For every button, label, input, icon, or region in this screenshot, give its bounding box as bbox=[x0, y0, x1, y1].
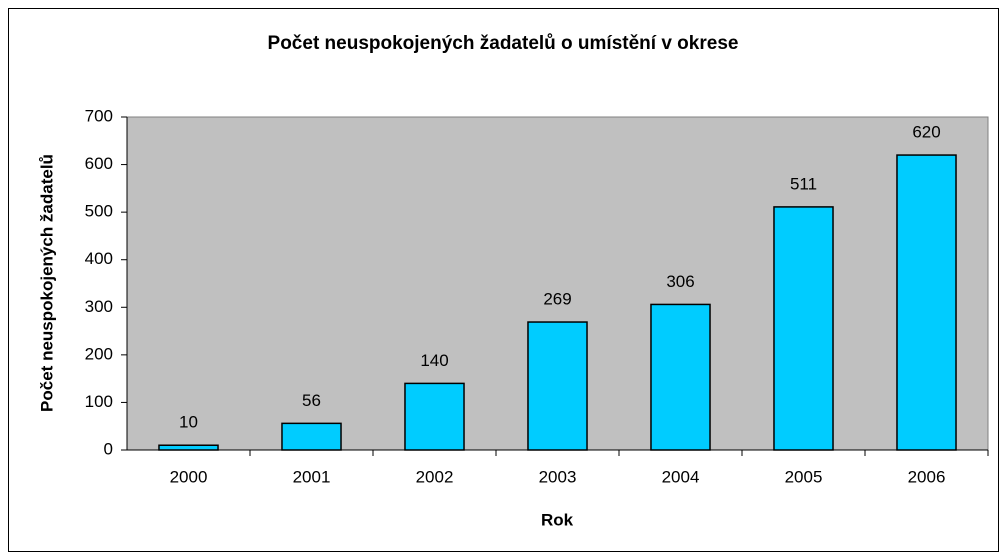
y-tick-label: 700 bbox=[85, 106, 113, 125]
x-tick-label: 2004 bbox=[662, 467, 700, 486]
data-label: 140 bbox=[420, 351, 448, 370]
chart: Počet neuspokojených žadatelů o umístění… bbox=[0, 0, 1007, 560]
data-label: 620 bbox=[912, 123, 940, 142]
bar bbox=[405, 383, 464, 450]
x-tick-label: 2006 bbox=[908, 467, 946, 486]
x-tick-label: 2001 bbox=[293, 467, 331, 486]
y-tick-label: 0 bbox=[104, 439, 113, 458]
bar bbox=[159, 445, 218, 450]
y-tick-label: 600 bbox=[85, 154, 113, 173]
y-tick-label: 100 bbox=[85, 392, 113, 411]
x-tick-label: 2005 bbox=[785, 467, 823, 486]
data-label: 306 bbox=[666, 272, 694, 291]
y-tick-label: 400 bbox=[85, 249, 113, 268]
chart-title: Počet neuspokojených žadatelů o umístění… bbox=[268, 33, 739, 54]
y-tick-label: 200 bbox=[85, 344, 113, 363]
bar bbox=[897, 155, 956, 450]
bar bbox=[528, 322, 587, 450]
y-tick-label: 300 bbox=[85, 297, 113, 316]
bar bbox=[651, 304, 710, 450]
y-tick-label: 500 bbox=[85, 202, 113, 221]
x-tick-label: 2002 bbox=[416, 467, 454, 486]
bar bbox=[282, 423, 341, 450]
x-axis-label: Rok bbox=[541, 510, 574, 529]
data-label: 269 bbox=[543, 290, 571, 309]
data-label: 511 bbox=[790, 174, 817, 193]
y-axis-label: Počet neuspokojených žadatelů bbox=[37, 154, 56, 412]
data-label: 10 bbox=[179, 413, 198, 432]
x-tick-label: 2000 bbox=[170, 467, 208, 486]
data-label: 56 bbox=[302, 391, 321, 410]
bar bbox=[774, 207, 833, 450]
x-tick-label: 2003 bbox=[539, 467, 577, 486]
